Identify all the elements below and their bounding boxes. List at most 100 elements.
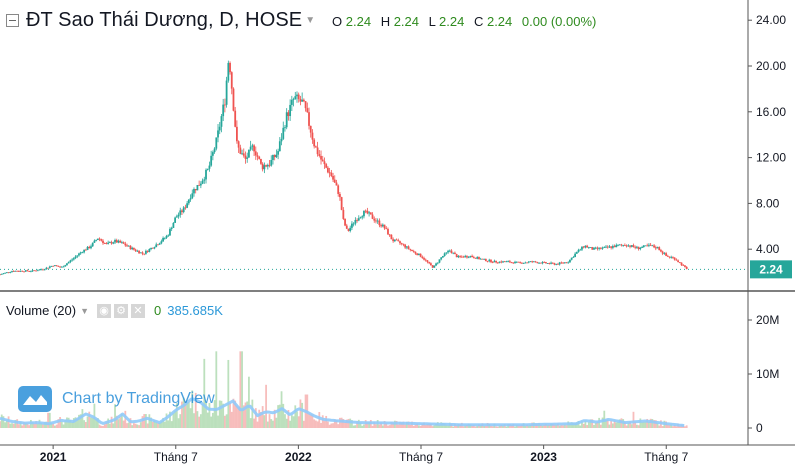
candle-body	[675, 259, 678, 261]
candle-body	[55, 265, 58, 267]
volume-bar	[203, 358, 206, 428]
volume-bar	[502, 425, 504, 428]
volume-bar	[193, 413, 195, 428]
candle-body	[483, 258, 486, 260]
candle-body	[193, 189, 195, 194]
volume-bar	[524, 425, 527, 428]
candle-body	[385, 228, 388, 230]
volume-bar	[459, 424, 461, 428]
volume-label[interactable]: Volume (20)	[6, 303, 77, 318]
volume-bar	[5, 420, 8, 428]
candle-body	[96, 238, 99, 240]
candle-body	[67, 261, 70, 264]
volume-bar	[299, 399, 302, 428]
volume-bar	[208, 403, 211, 428]
collapse-icon[interactable]	[6, 14, 19, 27]
candle-body	[0, 274, 1, 276]
close-icon[interactable]: ✕	[131, 303, 146, 318]
candle-body	[677, 260, 680, 263]
candle-body	[266, 164, 269, 167]
volume-bar	[278, 404, 281, 428]
volume-bar	[577, 420, 580, 428]
volume-bar	[668, 425, 671, 428]
candle-body	[581, 246, 583, 250]
candle-body	[505, 261, 508, 263]
candle-body	[476, 257, 479, 259]
candle-body	[131, 247, 134, 250]
candle-body	[388, 234, 391, 236]
candle-body	[493, 260, 496, 263]
volume-bar	[366, 422, 369, 428]
watermark-text: Chart by TradingView	[62, 390, 215, 407]
chevron-down-icon[interactable]: ▼	[305, 15, 316, 26]
candle-body	[14, 270, 17, 272]
candle-body	[460, 256, 463, 258]
chevron-down-icon[interactable]: ▼	[80, 305, 90, 316]
candle-body	[572, 256, 575, 258]
candle-body	[395, 239, 398, 241]
volume-bar	[266, 421, 269, 428]
eye-icon[interactable]: ◉	[97, 303, 112, 318]
candle-body	[277, 151, 280, 155]
candle-body	[157, 244, 159, 246]
volume-bar	[627, 422, 630, 428]
volume-bar	[90, 417, 92, 428]
candle-body	[510, 262, 513, 264]
candle-body	[110, 242, 113, 244]
candle-body	[4, 272, 7, 274]
candle-body	[610, 246, 613, 248]
volume-bar	[308, 413, 310, 428]
volume-bar	[263, 415, 266, 428]
volume-bar	[586, 425, 589, 428]
candle-body	[397, 240, 400, 242]
volume-bar	[414, 424, 417, 428]
candle-body	[678, 262, 681, 263]
candle-body	[30, 271, 32, 273]
volume-bar	[114, 404, 116, 428]
volume-bar	[275, 417, 278, 428]
candle-body	[503, 261, 506, 263]
candle-body	[175, 216, 178, 218]
volume-bar	[311, 414, 314, 428]
volume-bar	[284, 414, 286, 428]
volume-bar	[670, 424, 673, 428]
volume-bar	[23, 422, 25, 428]
candle-body	[167, 235, 170, 237]
candle-body	[548, 263, 551, 264]
candle-body	[249, 146, 252, 150]
candle-body	[326, 167, 329, 173]
candle-body	[296, 94, 298, 97]
candle-body	[28, 271, 31, 272]
tradingview-watermark[interactable]: Chart by TradingView	[18, 386, 215, 412]
candle-body	[682, 265, 685, 266]
volume-bar	[634, 421, 637, 428]
candle-body	[457, 256, 460, 258]
symbol-title[interactable]: ĐT Sao Thái Dương, D, HOSE	[26, 9, 303, 31]
candle-body	[474, 257, 477, 259]
volume-bar	[484, 426, 487, 428]
candle-body	[589, 247, 592, 248]
candle-body	[464, 256, 467, 258]
price-tick-label: 12.00	[756, 151, 786, 165]
volume-bar	[601, 417, 604, 428]
volume-pane[interactable]: 0 10M 20M	[0, 313, 779, 435]
candle-body	[637, 246, 640, 250]
candle-body	[558, 262, 561, 265]
candle-body	[16, 270, 19, 272]
candle-body	[38, 269, 41, 271]
candle-body	[469, 255, 472, 258]
volume-bar	[617, 421, 619, 428]
candle-body	[601, 247, 604, 249]
candle-body	[239, 147, 242, 154]
candle-body	[431, 265, 434, 268]
time-axis[interactable]: 2021 Tháng 7 2022 Tháng 7 2023 Tháng 7	[0, 444, 795, 464]
candle-body	[579, 249, 582, 251]
candle-body	[155, 244, 158, 248]
gear-icon[interactable]: ⚙	[114, 303, 129, 318]
volume-bar	[179, 414, 182, 428]
volume-bar	[210, 416, 213, 428]
candle-body	[438, 259, 441, 263]
volume-bar	[505, 426, 508, 428]
